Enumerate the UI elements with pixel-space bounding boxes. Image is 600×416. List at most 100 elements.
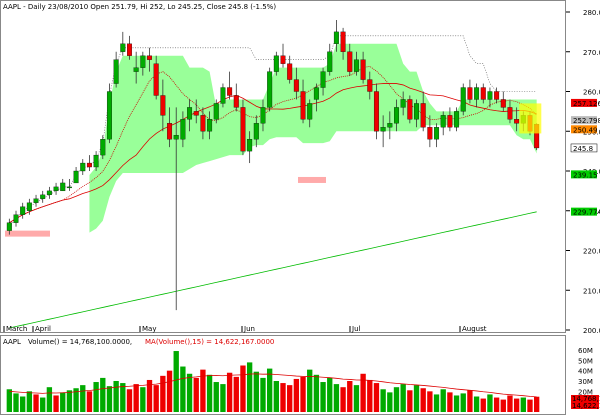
volume-bar <box>20 396 26 412</box>
volume-bar <box>300 376 306 412</box>
volume-tick-label: 60M <box>578 347 593 355</box>
candle-body <box>113 59 119 84</box>
volume-tag-label: 14,622,167 <box>572 402 600 410</box>
volume-bar <box>160 375 166 412</box>
candle-body <box>247 139 253 152</box>
price-candles <box>6 19 542 311</box>
candle-body <box>140 55 146 68</box>
candle-body <box>480 87 486 100</box>
volume-bar <box>100 377 106 412</box>
candle-body <box>300 91 306 120</box>
y-tick-label: 200.0 <box>583 327 600 335</box>
candle-body <box>253 123 259 140</box>
x-tick-label: Jun <box>243 325 255 333</box>
volume-bar <box>153 385 159 412</box>
volume-bar <box>533 396 540 412</box>
candle-body <box>173 135 179 140</box>
candle-body <box>353 59 359 72</box>
y-tick-label: 260.0 <box>583 89 600 97</box>
volume-header-value: Volume() = 14,768,100.0000, <box>28 338 132 346</box>
y-tick-label: 270.0 <box>583 49 600 57</box>
candle-body <box>460 87 466 112</box>
candle-body <box>66 186 72 189</box>
volume-bar <box>206 374 213 412</box>
candle-body <box>494 91 500 100</box>
volume-bar <box>347 381 353 412</box>
volume-bar <box>200 369 206 412</box>
volume-bar <box>120 383 126 412</box>
volume-tick-label: 20M <box>578 388 593 396</box>
price-tag-label: 245.8 <box>573 145 593 153</box>
candle-body <box>280 55 286 64</box>
candle-body <box>40 194 46 199</box>
candle-body <box>373 91 379 132</box>
candle-body <box>207 119 213 132</box>
candle-body <box>340 31 346 52</box>
candle-body <box>387 123 393 128</box>
candle-body <box>106 91 112 140</box>
price-tag-label: 252.798 <box>573 117 600 125</box>
volume-bar <box>367 379 373 412</box>
volume-tick-label: 50M <box>578 357 593 365</box>
candle-body <box>367 79 373 92</box>
volume-bar <box>407 390 413 412</box>
candle-body <box>514 119 520 124</box>
volume-bar <box>240 365 246 412</box>
candle-body <box>474 87 480 100</box>
volume-bar <box>320 382 326 412</box>
ma-200-line <box>9 211 537 329</box>
volume-bar <box>293 378 300 412</box>
volume-bar <box>393 387 400 412</box>
candle-body <box>160 95 166 116</box>
candle-body <box>33 198 39 203</box>
volume-bar <box>373 383 380 412</box>
volume-bar <box>273 381 280 412</box>
volume-bar <box>380 389 386 412</box>
volume-bar <box>307 369 313 412</box>
volume-bar <box>387 392 393 412</box>
candle-body <box>53 186 59 192</box>
price-tag-box <box>570 143 598 153</box>
candle-body <box>333 31 339 44</box>
volume-bar <box>260 377 266 412</box>
volume-bar <box>313 374 320 412</box>
candle-body <box>20 206 26 215</box>
volume-bar <box>460 393 466 412</box>
y-tick-label: 210.0 <box>583 287 600 295</box>
candle-body <box>86 162 92 168</box>
date-x-axis: March April May Jun Jul August <box>3 325 487 333</box>
volume-bar <box>233 376 239 412</box>
candle-body <box>73 170 79 184</box>
volume-bar <box>287 385 293 412</box>
y-tick-label: 280.0 <box>583 9 600 17</box>
volume-y-axis: 60M50M40M30M20M10M14,768,10014,622,167 <box>571 347 600 410</box>
volume-bar <box>513 398 520 412</box>
candle-body <box>187 107 193 120</box>
price-tag-box <box>571 125 597 134</box>
volume-bar <box>440 389 446 412</box>
candle-body <box>487 91 493 100</box>
candle-body <box>327 51 333 72</box>
x-tick-label: May <box>142 325 156 333</box>
candle-body <box>6 222 12 231</box>
volume-bar <box>520 397 526 412</box>
volume-bar <box>93 382 99 412</box>
candle-body <box>400 99 406 108</box>
candle-body <box>320 71 326 88</box>
volume-bar <box>527 399 533 412</box>
volume-bar <box>500 399 506 412</box>
volume-tag-box <box>571 395 599 402</box>
volume-tag-label: 14,768,100 <box>572 395 600 403</box>
candle-body <box>427 127 433 140</box>
volume-bar <box>360 373 366 412</box>
volume-bar <box>66 390 73 412</box>
volume-header-ma: MA(Volume(),15) = 14,622,167.0000 <box>145 338 274 346</box>
volume-bar <box>433 394 440 412</box>
candle-body <box>153 63 159 96</box>
price-tag-box <box>571 116 597 125</box>
candle-body <box>60 182 66 192</box>
candle-body <box>46 190 52 195</box>
volume-bar <box>53 395 59 412</box>
volume-bar <box>80 385 86 412</box>
candle-body <box>360 59 366 80</box>
